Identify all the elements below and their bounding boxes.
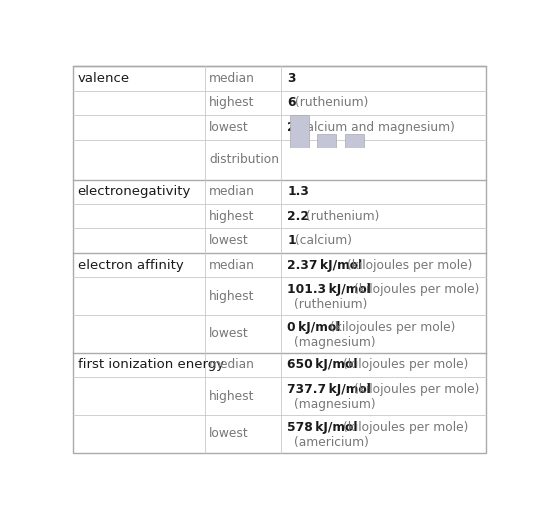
- Text: lowest: lowest: [209, 427, 248, 440]
- Text: (kilojoules per mole): (kilojoules per mole): [354, 283, 479, 296]
- Text: highest: highest: [209, 390, 254, 402]
- Text: (kilojoules per mole): (kilojoules per mole): [354, 383, 479, 396]
- Text: electronegativity: electronegativity: [78, 186, 191, 198]
- Text: highest: highest: [209, 97, 254, 109]
- Text: highest: highest: [209, 210, 254, 223]
- Bar: [345, 134, 364, 149]
- Text: (kilojoules per mole): (kilojoules per mole): [343, 420, 468, 433]
- Text: (magnesium): (magnesium): [294, 336, 376, 348]
- Text: 2.2: 2.2: [287, 210, 310, 223]
- Text: 650 kJ/mol: 650 kJ/mol: [287, 358, 358, 372]
- Text: 737.7 kJ/mol: 737.7 kJ/mol: [287, 383, 371, 396]
- Text: (kilojoules per mole): (kilojoules per mole): [343, 358, 468, 372]
- Text: 2: 2: [287, 121, 296, 134]
- Text: median: median: [209, 72, 255, 85]
- Text: (americium): (americium): [294, 436, 369, 449]
- Text: 2.37 kJ/mol: 2.37 kJ/mol: [287, 259, 363, 271]
- Text: lowest: lowest: [209, 327, 248, 340]
- Text: 0 kJ/mol: 0 kJ/mol: [287, 321, 341, 334]
- Text: 578 kJ/mol: 578 kJ/mol: [287, 420, 358, 433]
- Text: median: median: [209, 358, 255, 372]
- Text: lowest: lowest: [209, 234, 248, 247]
- Bar: [290, 115, 309, 149]
- Bar: [317, 134, 336, 149]
- Text: 6: 6: [287, 97, 296, 109]
- Text: electron affinity: electron affinity: [78, 259, 183, 271]
- Text: first ionization energy: first ionization energy: [78, 358, 224, 372]
- Text: lowest: lowest: [209, 121, 248, 134]
- Text: 101.3 kJ/mol: 101.3 kJ/mol: [287, 283, 371, 296]
- Text: (ruthenium): (ruthenium): [306, 210, 379, 223]
- Text: 3: 3: [287, 72, 296, 85]
- Text: (ruthenium): (ruthenium): [294, 298, 367, 311]
- Text: (calcium): (calcium): [295, 234, 352, 247]
- Text: 1.3: 1.3: [287, 186, 309, 198]
- Text: 1: 1: [287, 234, 296, 247]
- Text: (ruthenium): (ruthenium): [295, 97, 369, 109]
- Text: median: median: [209, 259, 255, 271]
- Text: distribution: distribution: [209, 153, 279, 166]
- Text: valence: valence: [78, 72, 130, 85]
- Text: highest: highest: [209, 289, 254, 303]
- Text: (magnesium): (magnesium): [294, 398, 376, 411]
- Text: median: median: [209, 186, 255, 198]
- Text: (calcium and magnesium): (calcium and magnesium): [295, 121, 455, 134]
- Text: (kilojoules per mole): (kilojoules per mole): [347, 259, 472, 271]
- Text: (kilojoules per mole): (kilojoules per mole): [330, 321, 455, 334]
